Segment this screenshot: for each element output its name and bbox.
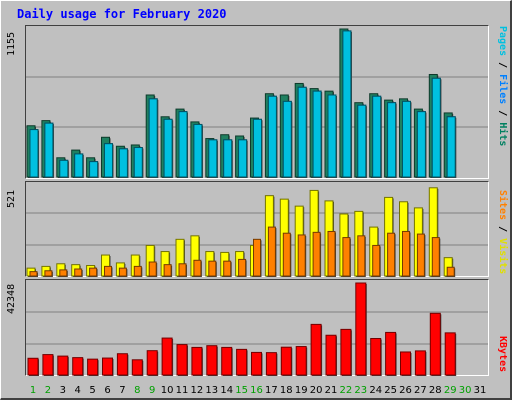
pages-files-hits-panel — [25, 25, 489, 179]
legend-entry: / — [497, 104, 508, 123]
legend-entry: / — [497, 219, 508, 238]
max-label-visits: 521 — [6, 189, 17, 208]
sites-visits-panel — [25, 181, 489, 277]
legend-entry: Files — [497, 74, 508, 105]
legend-entry: Pages — [497, 26, 508, 57]
legend-entry: KBytes — [497, 335, 508, 372]
legend-pages-files-hits: Pages / Files / Hits — [494, 26, 508, 146]
legend-entry: / — [497, 56, 508, 75]
legend-kbytes: KBytes — [494, 280, 508, 372]
legend-entry: Hits — [497, 122, 508, 147]
kbytes-panel — [25, 279, 489, 376]
legend-entry: Visits — [497, 237, 508, 274]
legend-sites-visits: Sites / Visits — [494, 182, 508, 274]
max-label-kbytes: 42348 — [6, 283, 17, 314]
max-label-hits: 1155 — [6, 31, 17, 56]
chart-title: Daily usage for February 2020 — [17, 7, 227, 21]
legend-entry: Sites — [497, 189, 508, 220]
